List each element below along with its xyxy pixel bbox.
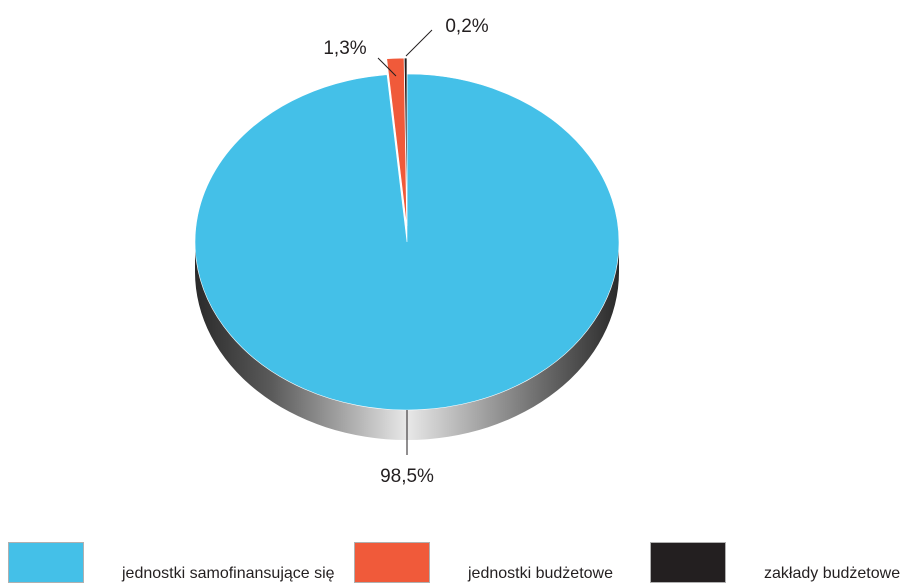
pie-side-wall — [195, 242, 619, 440]
pie-data-label: 1,3% — [323, 38, 366, 59]
pie-leader-line — [405, 29, 433, 57]
legend-label: jednostki budżetowe — [468, 564, 613, 582]
pie-data-label: 98,5% — [380, 466, 434, 487]
legend-label: jednostki samofinansujące się — [122, 564, 335, 582]
pie-labels: 98,5% 1,3% 0,2% — [323, 16, 488, 487]
pie-data-label: 0,2% — [445, 16, 488, 37]
pie-slices — [194, 57, 620, 411]
legend-item: zakłady budżetowe — [650, 542, 900, 583]
legend-swatch — [650, 542, 726, 583]
legend-swatch — [8, 542, 84, 583]
pie-slice — [194, 73, 620, 411]
pie-chart: 98,5% 1,3% 0,2% — [194, 16, 620, 487]
pie-slice — [403, 57, 408, 227]
legend-label: zakłady budżetowe — [764, 564, 901, 582]
legend: jednostki samofinansujące się jednostki … — [0, 542, 913, 587]
legend-swatch — [354, 542, 430, 583]
legend-item: jednostki samofinansujące się — [8, 542, 335, 583]
pie-leader-line — [377, 57, 397, 77]
pie-side — [195, 242, 619, 440]
legend-item: jednostki budżetowe — [354, 542, 613, 583]
